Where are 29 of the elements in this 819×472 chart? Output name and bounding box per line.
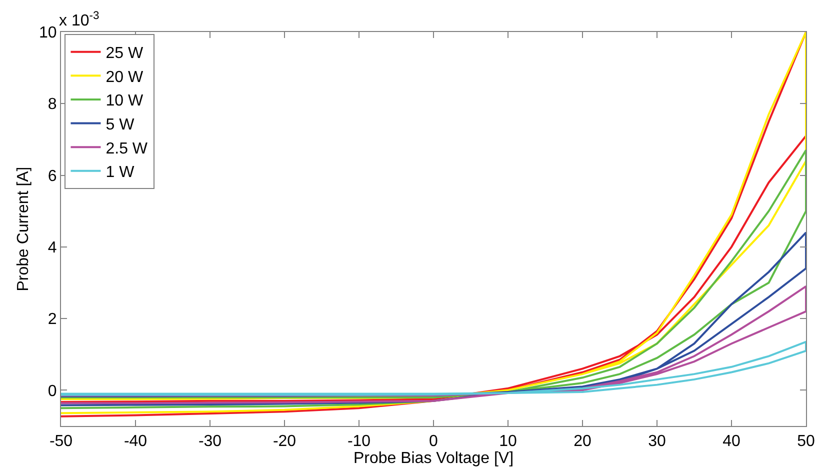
x-tick-label: 10 (499, 433, 517, 450)
y-tick-label: 2 (48, 311, 57, 328)
x-tick-label: -40 (124, 433, 148, 450)
line-series (61, 285, 806, 404)
x-tick-label: -30 (198, 433, 222, 450)
x-tick-label: -50 (49, 433, 73, 450)
y-axis-title: Probe Current [A] (14, 166, 32, 292)
legend-label: 5 W (106, 116, 136, 134)
x-axis-title: Probe Bias Voltage [V] (353, 450, 514, 468)
x-tick-label: -20 (272, 433, 296, 450)
y-tick-label: 0 (48, 382, 57, 400)
x-tick-label: 50 (797, 433, 815, 450)
x-tick-label: 30 (648, 433, 666, 450)
legend-label: 10 W (106, 92, 144, 110)
text: x 10$^{-3}$ (59, 10, 100, 30)
legend-label: 2.5 W (106, 140, 148, 158)
legend-label: 25 W (106, 45, 144, 62)
line-series (61, 232, 806, 406)
line-series (61, 340, 806, 396)
x-tick-label: 20 (574, 433, 592, 450)
y-tick-label: 8 (48, 96, 57, 114)
y-tick-label: 10 (39, 24, 57, 42)
x-tick-label: 40 (722, 433, 740, 450)
y-tick-label: 6 (48, 168, 57, 185)
legend-label: 20 W (106, 68, 144, 86)
legend-label: 1 W (106, 164, 136, 182)
x-tick-label: 0 (429, 433, 438, 450)
y-tick-label: 4 (48, 240, 57, 257)
x-tick-label: -10 (347, 433, 371, 450)
